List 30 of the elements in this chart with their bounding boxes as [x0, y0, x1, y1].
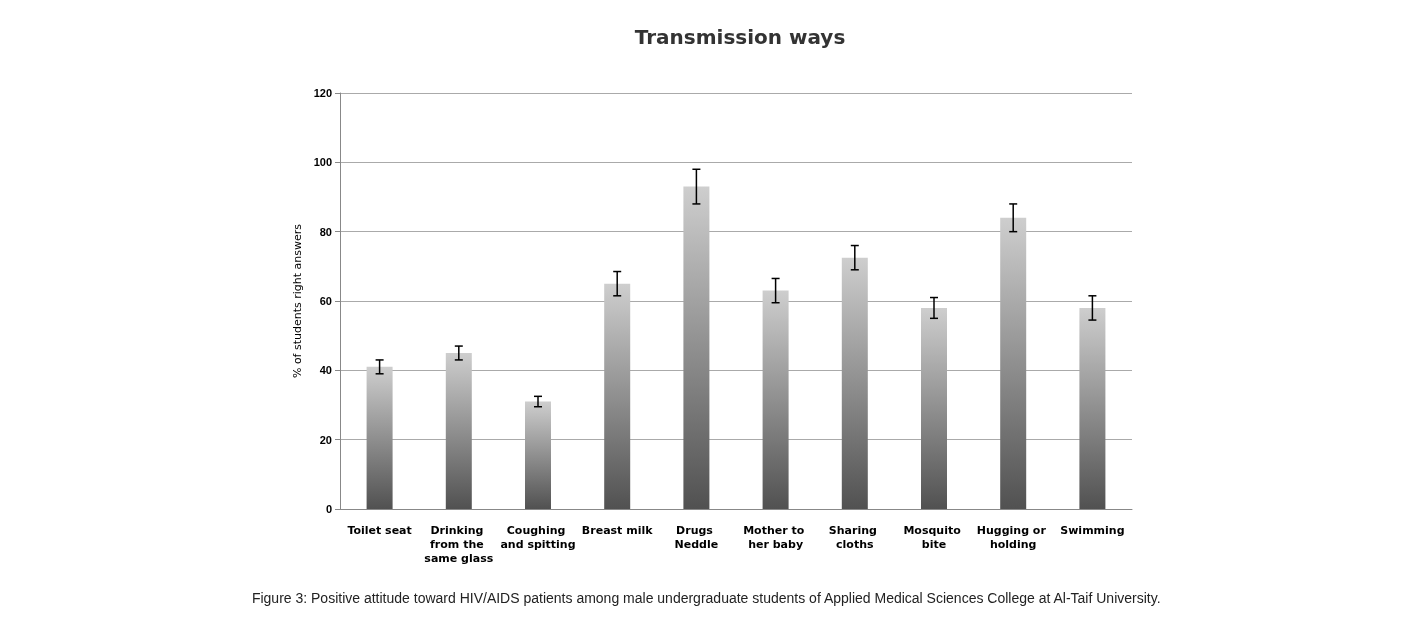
- y-tick-label: 0: [325, 503, 332, 515]
- bar: [366, 366, 393, 509]
- caption: Figure 3: Positive attitude toward HIV/AIDS patients among male undergraduate students of Applied Medical Sciences College at Al-Taif University.: [251, 590, 1161, 606]
- y-tick-label: 20: [319, 433, 332, 446]
- y-tick-label: 120: [313, 87, 332, 99]
- y-axis-title: % of students right answers: [290, 223, 304, 379]
- x-tick-label: Breast milk: [581, 523, 654, 537]
- x-tick-label: Hugging or holding: [976, 523, 1050, 551]
- bar: [1079, 307, 1106, 509]
- bar: [1000, 217, 1027, 509]
- x-tick-label: Toilet seat: [347, 523, 412, 537]
- bar: [604, 283, 631, 509]
- x-tick-label: Drinking from the same glass: [424, 523, 494, 565]
- y-tick-label: 80: [319, 225, 332, 238]
- x-tick-label: Swimming: [1060, 523, 1125, 537]
- bar: [525, 401, 551, 509]
- bar: [921, 307, 947, 509]
- y-tick-label: 40: [319, 364, 332, 377]
- bar: [683, 186, 710, 509]
- y-tick-label: 100: [313, 156, 332, 169]
- bar: [841, 257, 868, 509]
- y-tick-label: 60: [319, 295, 332, 307]
- x-tick-label: Mother to her baby: [743, 523, 809, 551]
- bar: [762, 290, 789, 509]
- chart-title: Transmission ways: [634, 25, 846, 49]
- bar: [445, 353, 472, 509]
- x-tick-label: Coughing and spitting: [500, 523, 576, 551]
- x-tick-label: Drugs Neddle: [674, 523, 719, 551]
- x-tick-label: Mosquito bite: [903, 523, 965, 551]
- x-tick-label: Sharing cloths: [828, 523, 881, 551]
